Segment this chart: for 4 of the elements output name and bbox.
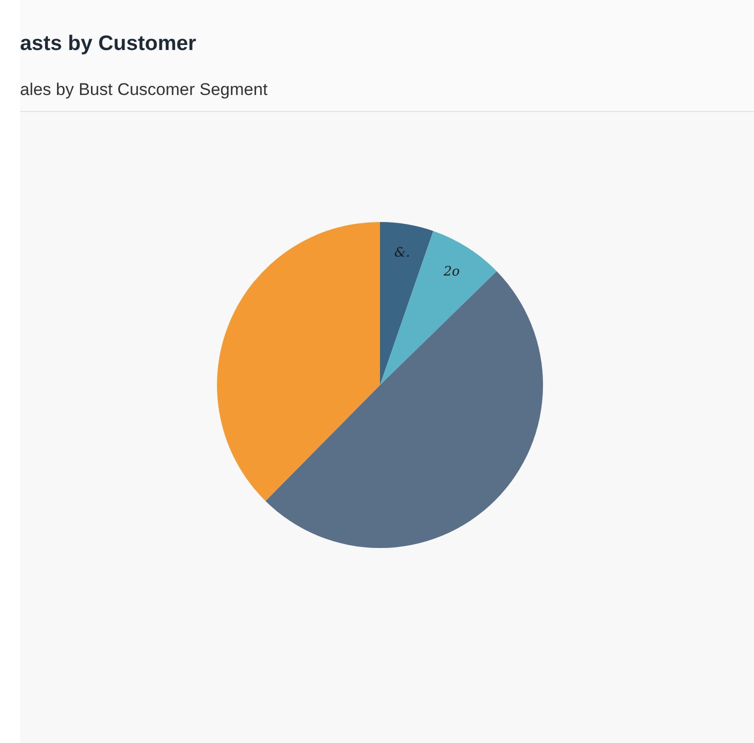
chart-subtitle: ales by Bust Cuscomer Segment <box>20 80 268 100</box>
text: 2o <box>442 264 460 280</box>
text: &. <box>394 246 410 261</box>
chart-title: asts by Customer <box>20 32 196 56</box>
